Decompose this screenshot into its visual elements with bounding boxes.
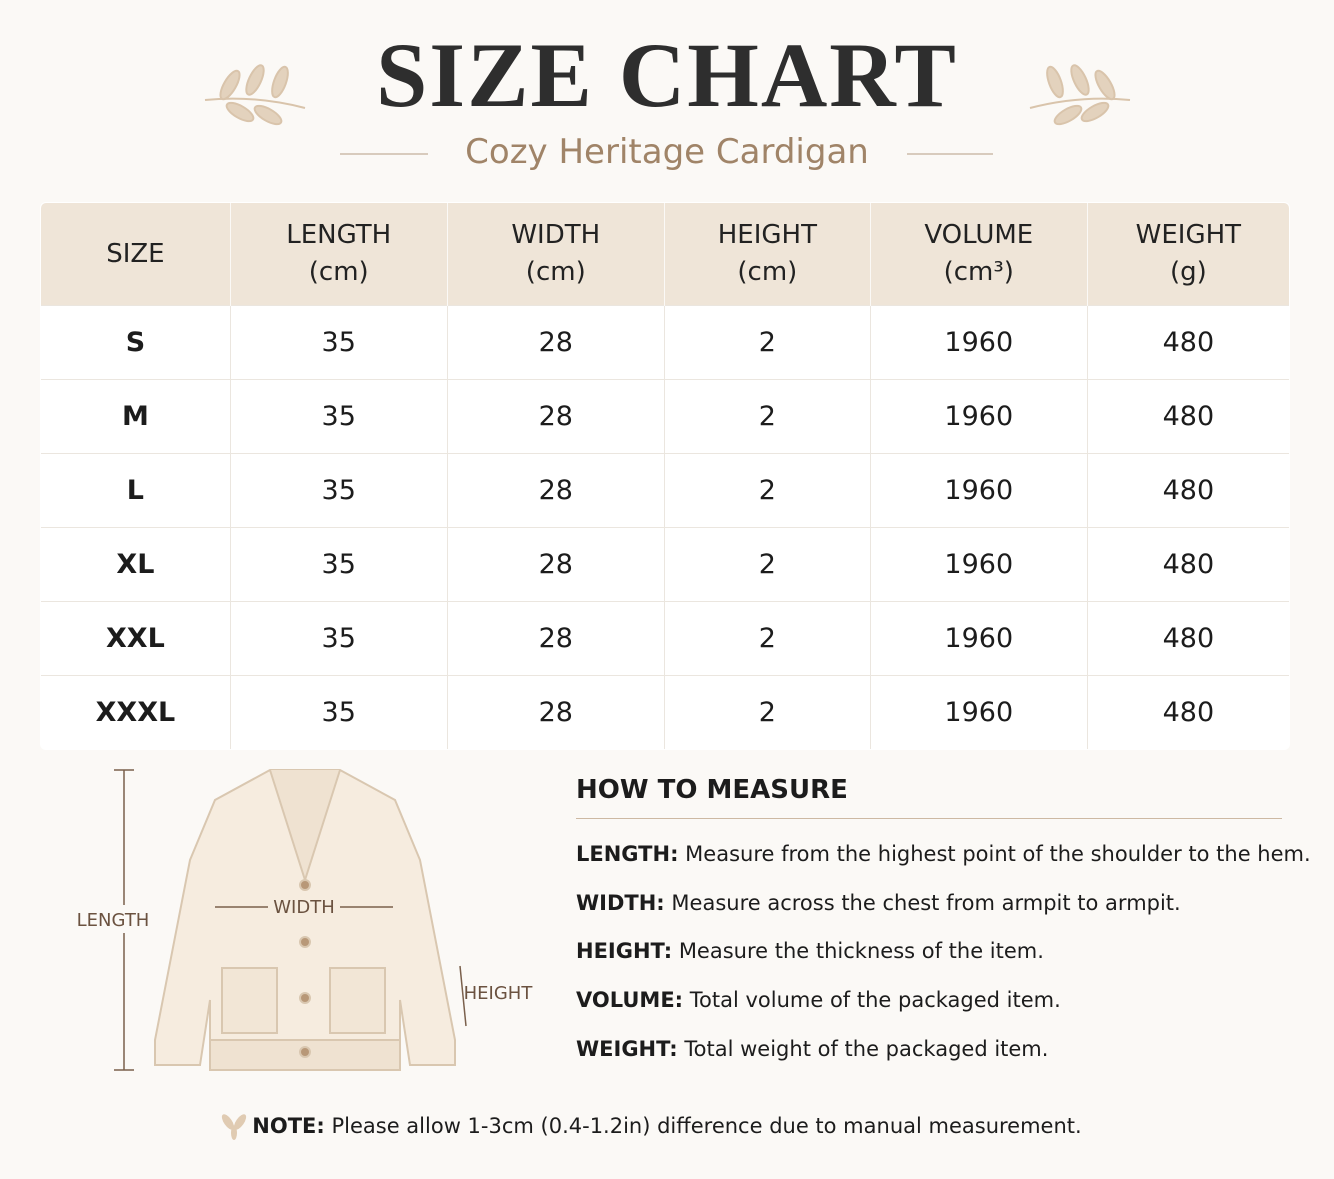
table-row: M 35 28 2 1960 480 [41, 379, 1289, 454]
value-cell: 28 [447, 305, 665, 380]
value-cell: 1960 [870, 379, 1088, 454]
column-header: WIDTH (cm) [447, 203, 665, 306]
header-name: VOLUME [924, 220, 1034, 250]
value-cell: 480 [1087, 601, 1289, 676]
measure-item: WEIGHT: Total weight of the packaged ite… [576, 1037, 1048, 1061]
measure-term: WIDTH: [576, 890, 665, 915]
cardigan [154, 769, 456, 1071]
size-cell: XXXL [41, 675, 231, 749]
value-cell: 2 [664, 527, 871, 602]
value-cell: 2 [664, 601, 871, 676]
value-cell: 1960 [870, 453, 1088, 528]
size-cell: XL [41, 527, 231, 602]
value-cell: 35 [230, 305, 448, 380]
column-header: WEIGHT (g) [1087, 203, 1289, 306]
value-cell: 28 [447, 675, 665, 749]
column-header: SIZE [41, 203, 231, 306]
measure-item: VOLUME: Total volume of the packaged ite… [576, 988, 1061, 1012]
value-cell: 35 [230, 675, 448, 749]
value-cell: 2 [664, 675, 871, 749]
measure-term: LENGTH: [576, 842, 679, 866]
value-cell: 28 [447, 601, 665, 676]
value-cell: 480 [1087, 453, 1289, 528]
label-bg [74, 905, 174, 933]
value-cell: 35 [230, 379, 448, 454]
measure-item: WIDTH: Measure across the chest from arm… [576, 891, 1181, 915]
value-cell: 2 [664, 305, 871, 380]
value-cell: 480 [1087, 675, 1289, 749]
header-unit: (cm) [308, 257, 369, 287]
column-header: HEIGHT (cm) [664, 203, 871, 306]
title: SIZE CHART [376, 24, 958, 126]
value-cell: 1960 [870, 527, 1088, 602]
header-unit: (cm³) [943, 257, 1014, 287]
value-cell: 480 [1087, 379, 1289, 454]
header-unit: (cm) [737, 257, 798, 287]
rule [576, 818, 1282, 819]
length-label: LENGTH [77, 910, 150, 931]
value-cell: 28 [447, 527, 665, 602]
measure-text: Total weight of the packaged item. [684, 1036, 1049, 1061]
width-label: WIDTH [273, 897, 335, 918]
value-cell: 35 [230, 601, 448, 676]
measure-term: VOLUME: [576, 988, 684, 1013]
value-cell: 28 [447, 453, 665, 528]
height-label: HEIGHT [464, 983, 534, 1004]
leaf-left [204, 64, 306, 126]
how-to-title: HOW TO MEASURE [576, 775, 848, 805]
value-cell: 1960 [870, 305, 1088, 380]
value-cell: 35 [230, 453, 448, 528]
note-icon [221, 1114, 247, 1140]
leaf-right [1029, 64, 1131, 126]
header-unit: (g) [1169, 257, 1207, 287]
measure-item: HEIGHT: Measure the thickness of the ite… [576, 939, 1044, 963]
value-cell: 1960 [870, 601, 1088, 676]
header-name: SIZE [106, 238, 165, 269]
measure-item: LENGTH: Measure from the highest point o… [576, 842, 1311, 866]
size-cell: S [41, 305, 231, 380]
value-cell: 35 [230, 527, 448, 602]
column-header: LENGTH (cm) [230, 203, 448, 306]
value-cell: 2 [664, 453, 871, 528]
value-cell: 1960 [870, 675, 1088, 749]
subtitle: Cozy Heritage Cardigan [465, 132, 869, 172]
size-cell: L [41, 453, 231, 528]
note-label: NOTE: [252, 1114, 325, 1138]
table-row: XXXL 35 28 2 1960 480 [41, 675, 1289, 749]
measure-text: Measure the thickness of the item. [678, 939, 1044, 964]
measure-text: Total volume of the packaged item. [689, 988, 1061, 1013]
measure-term: WEIGHT: [576, 1036, 678, 1061]
measure-text: Measure from the highest point of the sh… [685, 842, 1311, 866]
size-table: SIZE LENGTH (cm) WIDTH (cm) HEIGHT (cm) VOLUME (… [40, 202, 1290, 750]
value-cell: 2 [664, 379, 871, 454]
value-cell: 28 [447, 379, 665, 454]
value-cell: 480 [1087, 305, 1289, 380]
table-row: XXL 35 28 2 1960 480 [41, 601, 1289, 676]
table-row: XL 35 28 2 1960 480 [41, 527, 1289, 602]
note-text: Please allow 1-3cm (0.4-1.2in) differenc… [331, 1114, 1082, 1138]
size-cell: M [41, 379, 231, 454]
size-cell: XXL [41, 601, 231, 676]
header-name: WIDTH [511, 220, 601, 250]
measure-term: HEIGHT: [576, 939, 673, 964]
table-row: L 35 28 2 1960 480 [41, 453, 1289, 528]
header-unit: (cm) [525, 257, 586, 287]
note: NOTE: Please allow 1-3cm (0.4-1.2in) dif… [0, 1114, 1334, 1138]
header-name: HEIGHT [717, 220, 817, 250]
header-name: WEIGHT [1135, 220, 1242, 250]
value-cell: 480 [1087, 527, 1289, 602]
measure-text: Measure across the chest from armpit to … [671, 890, 1181, 915]
column-header: VOLUME (cm³) [870, 203, 1088, 306]
header-name: LENGTH [286, 220, 392, 250]
table-row: S 35 28 2 1960 480 [41, 305, 1289, 380]
